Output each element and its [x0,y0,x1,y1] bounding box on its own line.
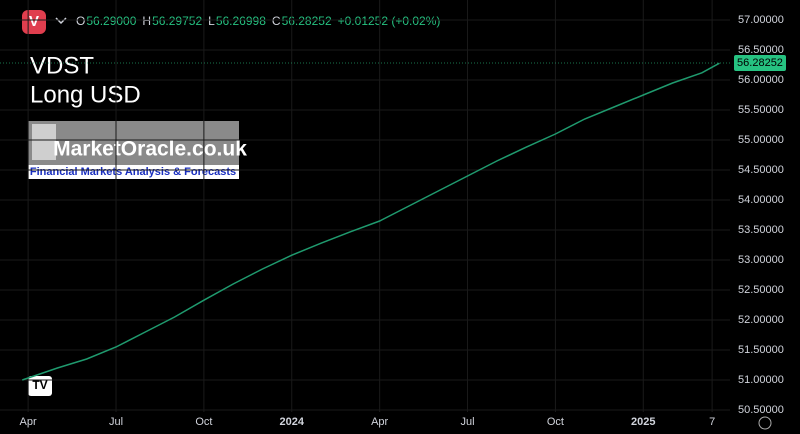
x-tick-label: Oct [195,416,212,428]
y-tick-label: 55.00000 [738,134,784,146]
ohlc-value: 56.26998 [216,14,266,28]
x-tick-label: Apr [371,416,388,428]
y-tick-label: 52.50000 [738,284,784,296]
y-tick-label: 53.50000 [738,224,784,236]
logo-tagline-bg [28,165,239,179]
y-tick-label: 53.00000 [738,254,784,266]
ohlc-change: +0.01252 (+0.02%) [338,14,441,28]
y-tick-label: 56.00000 [738,74,784,86]
ohlc-value: 56.28252 [282,14,332,28]
y-tick-label: 50.50000 [738,404,784,416]
ohlc-label: O [76,14,85,28]
tv-logo[interactable] [28,376,52,396]
ohlc-label: C [272,14,281,28]
x-tick-label: 7 [709,416,715,428]
x-tick-label: 2025 [631,416,655,428]
price-line [22,62,720,381]
ohlc-header: O 56.29000 H 56.29752 L 56.26998 C 56.28252 +0.0… [76,14,440,28]
settings-icon[interactable] [758,416,772,430]
last-price-label: 56.28252 [737,57,783,69]
symbol-icon: V [29,13,39,30]
ohlc-label: L [208,14,215,28]
y-tick-label: 57.00000 [738,14,784,26]
logo-tagline: Financial Markets Analysis & Forecasts [30,166,236,178]
x-tick-label: Oct [547,416,564,428]
ohlc-value: 56.29752 [152,14,202,28]
logo-figure [32,124,56,160]
x-tick-label: Apr [20,416,37,428]
tv-logo-text: TV [32,378,47,392]
x-tick-label: 2024 [280,416,305,428]
y-tick-label: 51.50000 [738,344,784,356]
x-tick-label: Jul [460,416,474,428]
logo-name: MarketOracle.co.uk [53,138,247,161]
chart-title: VDST [30,52,94,79]
y-tick-label: 55.50000 [738,104,784,116]
ohlc-value: 56.29000 [86,14,136,28]
y-tick-label: 51.00000 [738,374,784,386]
ohlc-label: H [142,14,151,28]
chart-subtitle: Long USD [30,81,141,108]
last-price-badge [734,55,786,72]
x-tick-label: Jul [109,416,123,428]
y-tick-label: 54.50000 [738,164,784,176]
y-tick-label: 54.00000 [738,194,784,206]
y-tick-label: 56.50000 [738,44,784,56]
y-tick-label: 52.00000 [738,314,784,326]
